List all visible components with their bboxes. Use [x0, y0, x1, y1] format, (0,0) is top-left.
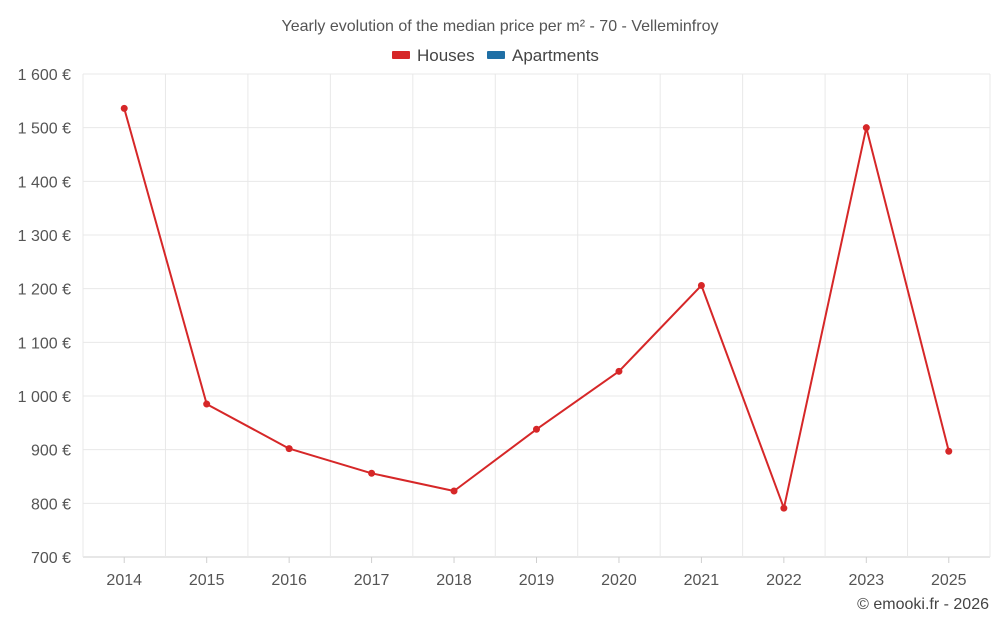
y-tick-label: 1 500 €	[18, 121, 71, 138]
data-point-houses-2018[interactable]	[450, 487, 458, 495]
data-point-houses-2016[interactable]	[285, 445, 293, 453]
x-tick-label: 2022	[766, 572, 802, 589]
y-tick-label: 1 100 €	[18, 335, 71, 352]
y-tick-label: 700 €	[31, 550, 71, 567]
y-tick-label: 1 600 €	[18, 67, 71, 84]
y-tick-label: 1 300 €	[18, 228, 71, 245]
y-tick-label: 1 200 €	[18, 282, 71, 299]
y-axis: 700 € 800 € 900 € 1 000 € 1 100 € 1 200 € 1 30…	[18, 67, 71, 567]
x-tick-label: 2020	[601, 572, 637, 589]
chart-title: Yearly evolution of the median price per…	[282, 18, 719, 35]
data-point-houses-2017[interactable]	[368, 469, 376, 477]
data-point-houses-2019[interactable]	[533, 425, 540, 433]
x-tick-label: 2018	[436, 572, 472, 589]
data-point-houses-2020[interactable]	[615, 367, 623, 375]
series-houses	[120, 104, 953, 512]
x-axis: 2014 2015 2016 2017 2018 2019 2020 2021 2022 2023…	[106, 557, 967, 589]
legend-swatch-apartments	[487, 51, 505, 59]
legend-label-apartments: Apartments	[512, 46, 599, 65]
data-point-houses-2022[interactable]	[780, 504, 788, 512]
data-point-houses-2014[interactable]	[120, 104, 128, 112]
y-tick-label: 1 000 €	[18, 389, 71, 406]
data-point-houses-2023[interactable]	[862, 124, 870, 132]
x-tick-label: 2016	[271, 572, 307, 589]
x-tick-label: 2015	[189, 572, 225, 589]
x-tick-label: 2017	[354, 572, 390, 589]
credit-text: © emooki.fr - 2026	[857, 596, 989, 613]
y-tick-label: 800 €	[31, 496, 71, 513]
x-tick-label: 2019	[519, 572, 555, 589]
x-tick-label: 2014	[106, 572, 142, 589]
x-tick-label: 2025	[931, 572, 967, 589]
legend: Houses Apartments	[392, 46, 599, 65]
legend-label-houses: Houses	[417, 46, 475, 65]
grid	[82, 73, 991, 558]
legend-swatch-houses	[392, 51, 410, 59]
y-tick-label: 1 400 €	[18, 174, 71, 191]
data-point-houses-2025[interactable]	[945, 447, 953, 455]
x-tick-label: 2023	[849, 572, 885, 589]
legend-item-apartments[interactable]: Apartments	[487, 46, 599, 65]
x-tick-label: 2021	[684, 572, 720, 589]
y-tick-label: 900 €	[31, 443, 71, 460]
data-point-houses-2021[interactable]	[697, 281, 705, 289]
legend-item-houses[interactable]: Houses	[392, 46, 475, 65]
data-point-houses-2015[interactable]	[203, 400, 211, 408]
